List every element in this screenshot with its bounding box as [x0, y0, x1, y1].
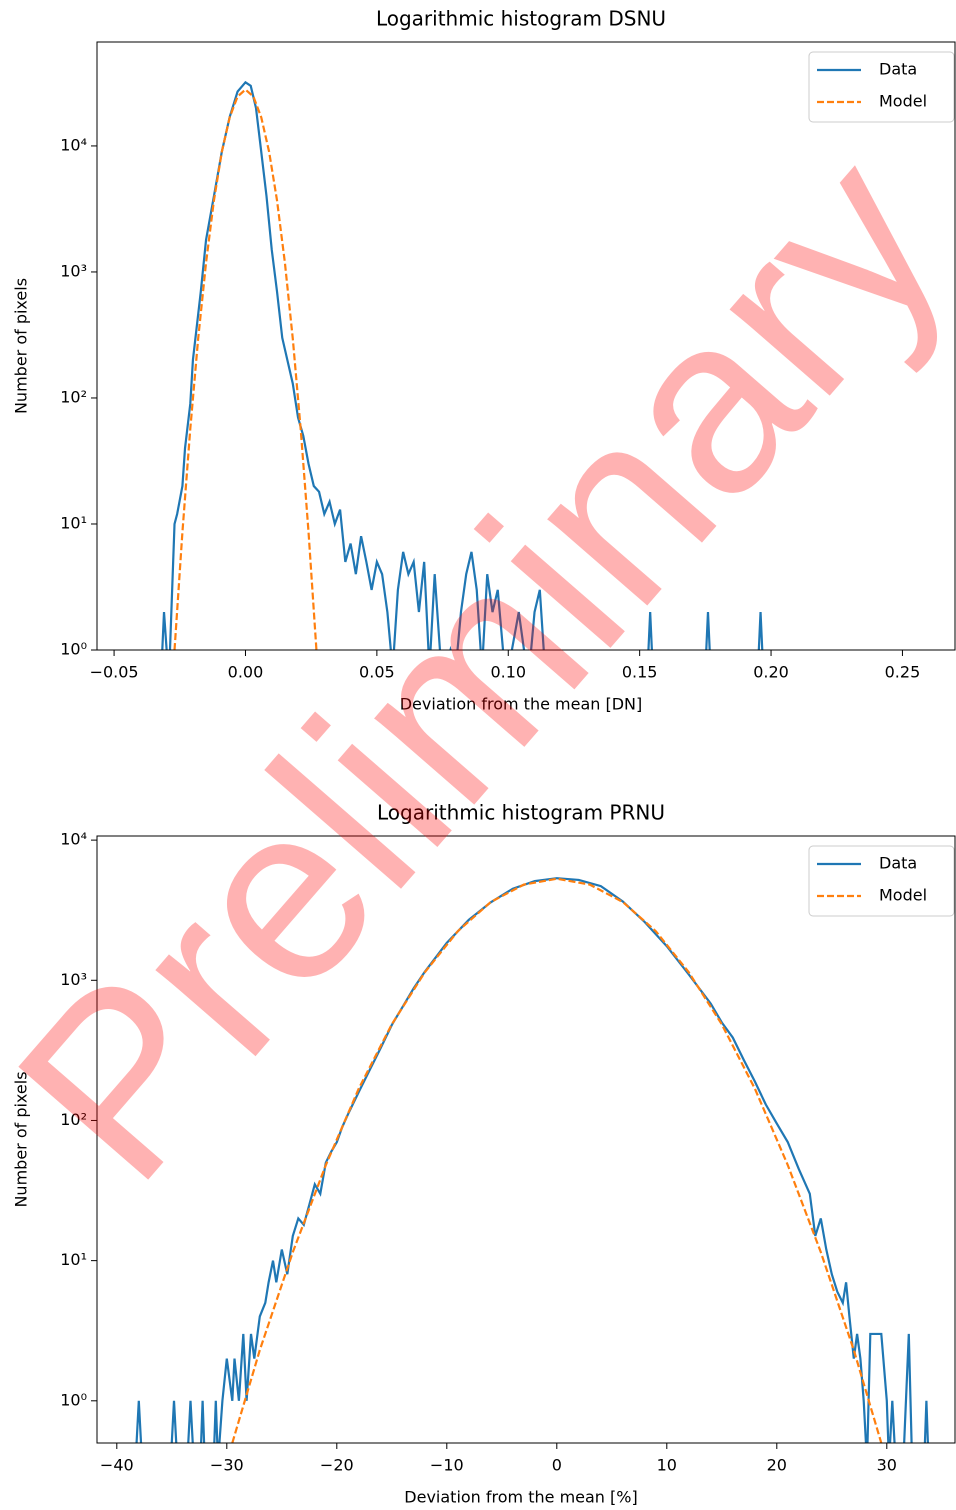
y-tick-label: 10⁴	[60, 135, 87, 154]
legend-label: Model	[879, 886, 927, 905]
x-tick-label: 0.20	[753, 663, 789, 682]
x-tick-label: 30	[877, 1456, 897, 1475]
x-tick-label: 0.00	[228, 663, 264, 682]
data-line	[173, 88, 318, 650]
legend-label: Data	[879, 854, 917, 873]
x-tick-label: −10	[430, 1456, 464, 1475]
x-tick-label: 0.25	[885, 663, 921, 682]
x-tick-label: 0.10	[490, 663, 526, 682]
legend-label: Data	[879, 60, 917, 79]
x-tick-label: −0.05	[90, 663, 139, 682]
y-tick-label: 10⁰	[60, 640, 87, 659]
y-tick-label: 10²	[60, 1110, 87, 1129]
x-axis-label: Deviation from the mean [DN]	[400, 695, 643, 714]
axes-frame	[96, 835, 956, 1444]
y-tick-label: 10³	[60, 261, 87, 280]
legend-label: Model	[879, 92, 927, 111]
y-tick-label: 10²	[60, 387, 87, 406]
plot-area	[135, 877, 929, 1443]
y-axis-label: Number of pixels	[12, 1071, 31, 1207]
x-tick-label: −40	[100, 1456, 134, 1475]
chart-title: Logarithmic histogram DSNU	[376, 7, 666, 31]
y-tick-label: 10⁴	[60, 830, 87, 849]
x-tick-label: 20	[767, 1456, 787, 1475]
x-tick-label: 0	[552, 1456, 562, 1475]
x-tick-label: 10	[657, 1456, 677, 1475]
y-tick-label: 10¹	[60, 1250, 87, 1269]
watermark: Preliminary	[0, 103, 956, 1230]
y-tick-label: 10¹	[60, 513, 87, 532]
x-tick-label: −30	[210, 1456, 244, 1475]
x-tick-label: −20	[320, 1456, 354, 1475]
chart-title: Logarithmic histogram PRNU	[377, 801, 665, 825]
x-tick-label: 0.15	[622, 663, 658, 682]
data-line	[231, 877, 883, 1443]
plot-area	[161, 80, 764, 650]
y-tick-label: 10³	[60, 970, 87, 989]
y-axis-label: Number of pixels	[12, 278, 31, 414]
y-tick-label: 10⁰	[60, 1390, 87, 1409]
axes-frame	[96, 41, 956, 651]
x-tick-label: 0.05	[359, 663, 395, 682]
x-axis-label: Deviation from the mean [%]	[404, 1488, 637, 1507]
